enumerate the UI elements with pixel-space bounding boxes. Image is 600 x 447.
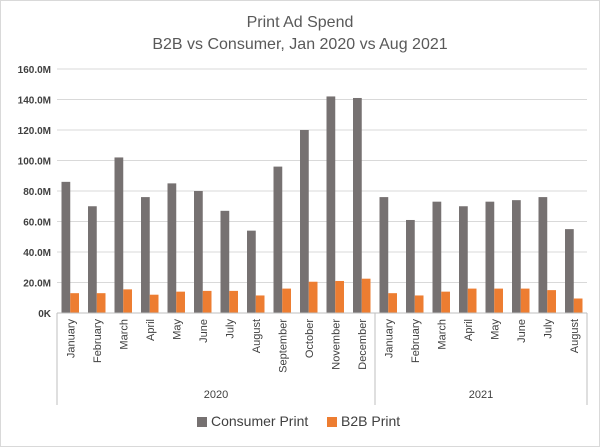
x-category-label: July <box>224 319 236 339</box>
consumer-print-bar <box>194 191 203 313</box>
b2b-print-bar <box>573 298 583 313</box>
x-category-label: February <box>410 319 422 364</box>
b2b-print-bar <box>123 289 132 313</box>
b2b-print-bar <box>229 290 238 313</box>
x-category-label: June <box>198 319 210 343</box>
chart-subtitle: B2B vs Consumer, Jan 2020 vs Aug 2021 <box>152 36 447 53</box>
x-axis-categories: January February March April May June July Augu… <box>56 312 588 405</box>
b2b-print-bar <box>176 291 185 313</box>
consumer-print-bar <box>432 201 442 313</box>
y-tick-label: 160.0M <box>18 65 51 76</box>
x-category-label: February <box>92 319 104 364</box>
b2b-print-bar <box>282 288 291 313</box>
consumer-print-bar <box>88 206 97 313</box>
chart-title: Print Ad Spend <box>247 14 354 31</box>
consumer-print-bar <box>167 183 177 313</box>
b2b-print-legend-swatch <box>327 417 337 427</box>
gridlines <box>57 68 587 314</box>
b2b-print-bar <box>388 293 397 313</box>
b2b-print-bar <box>441 291 450 313</box>
consumer-print-bar <box>114 157 124 313</box>
y-tick-label: 140.0M <box>18 96 51 107</box>
consumer-print-bar <box>459 206 468 313</box>
consumer-print-legend-swatch <box>197 417 207 427</box>
consumer-print-bar <box>512 200 521 313</box>
b2b-print-bar <box>520 288 530 313</box>
legend-label: B2B Print <box>341 413 400 429</box>
consumer-print-bar <box>538 197 548 313</box>
b2b-print-bar <box>414 295 424 313</box>
x-category-label: July <box>542 319 554 339</box>
consumer-print-bar <box>326 96 336 313</box>
consumer-print-bar <box>565 229 574 313</box>
b2b-print-bar <box>255 295 265 313</box>
consumer-print-bar <box>353 97 362 313</box>
b2b-print-bar <box>149 294 159 313</box>
legend-label: Consumer Print <box>211 413 308 429</box>
x-category-label: April <box>463 319 475 341</box>
y-tick-label: 20.0M <box>23 279 51 290</box>
group-label: 2021 <box>469 389 493 401</box>
x-category-label: December <box>357 319 369 370</box>
b2b-print-bar <box>494 288 503 313</box>
consumer-print-bar <box>220 210 230 313</box>
x-category-label: May <box>171 319 183 340</box>
consumer-print-bar <box>273 166 283 313</box>
y-tick-label: 60.0M <box>23 218 51 229</box>
x-category-label: March <box>118 319 130 350</box>
x-category-label: March <box>436 319 448 350</box>
b2b-print-bar <box>96 293 106 313</box>
x-category-label: August <box>569 319 581 353</box>
b2b-print-bar <box>467 288 477 313</box>
y-axis-ticks: 0K 20.0M 40.0M 60.0M 80.0M 100.0M 120.0M 140.0M… <box>18 65 52 320</box>
bars <box>61 96 583 313</box>
y-tick-label: 100.0M <box>18 157 51 168</box>
consumer-print-bar <box>485 201 495 313</box>
x-category-label: January <box>383 319 395 359</box>
consumer-print-bar <box>406 219 415 313</box>
b2b-print-bar <box>547 290 556 313</box>
consumer-print-bar <box>379 197 389 313</box>
consumer-print-bar <box>61 181 71 313</box>
consumer-print-bar <box>300 130 309 313</box>
consumer-print-bar <box>141 197 150 313</box>
consumer-print-bar <box>247 230 256 313</box>
legend: Consumer Print B2B Print <box>197 413 400 429</box>
x-category-label: June <box>516 319 528 343</box>
b2b-print-bar <box>202 290 212 313</box>
x-category-label: May <box>489 319 501 340</box>
x-category-label: November <box>330 319 342 370</box>
b2b-print-bar <box>335 280 344 313</box>
x-category-label: April <box>145 319 157 341</box>
y-tick-label: 0K <box>38 309 52 320</box>
b2b-print-bar <box>70 293 79 313</box>
b2b-print-bar <box>361 278 371 313</box>
group-label: 2020 <box>204 389 228 401</box>
x-category-label: January <box>65 319 77 359</box>
y-tick-label: 120.0M <box>18 126 51 137</box>
x-category-label: October <box>304 319 316 358</box>
x-category-label: August <box>251 319 263 353</box>
y-tick-label: 80.0M <box>23 187 51 198</box>
y-tick-label: 40.0M <box>23 248 51 259</box>
x-category-label: September <box>277 319 289 373</box>
b2b-print-bar <box>308 281 318 313</box>
